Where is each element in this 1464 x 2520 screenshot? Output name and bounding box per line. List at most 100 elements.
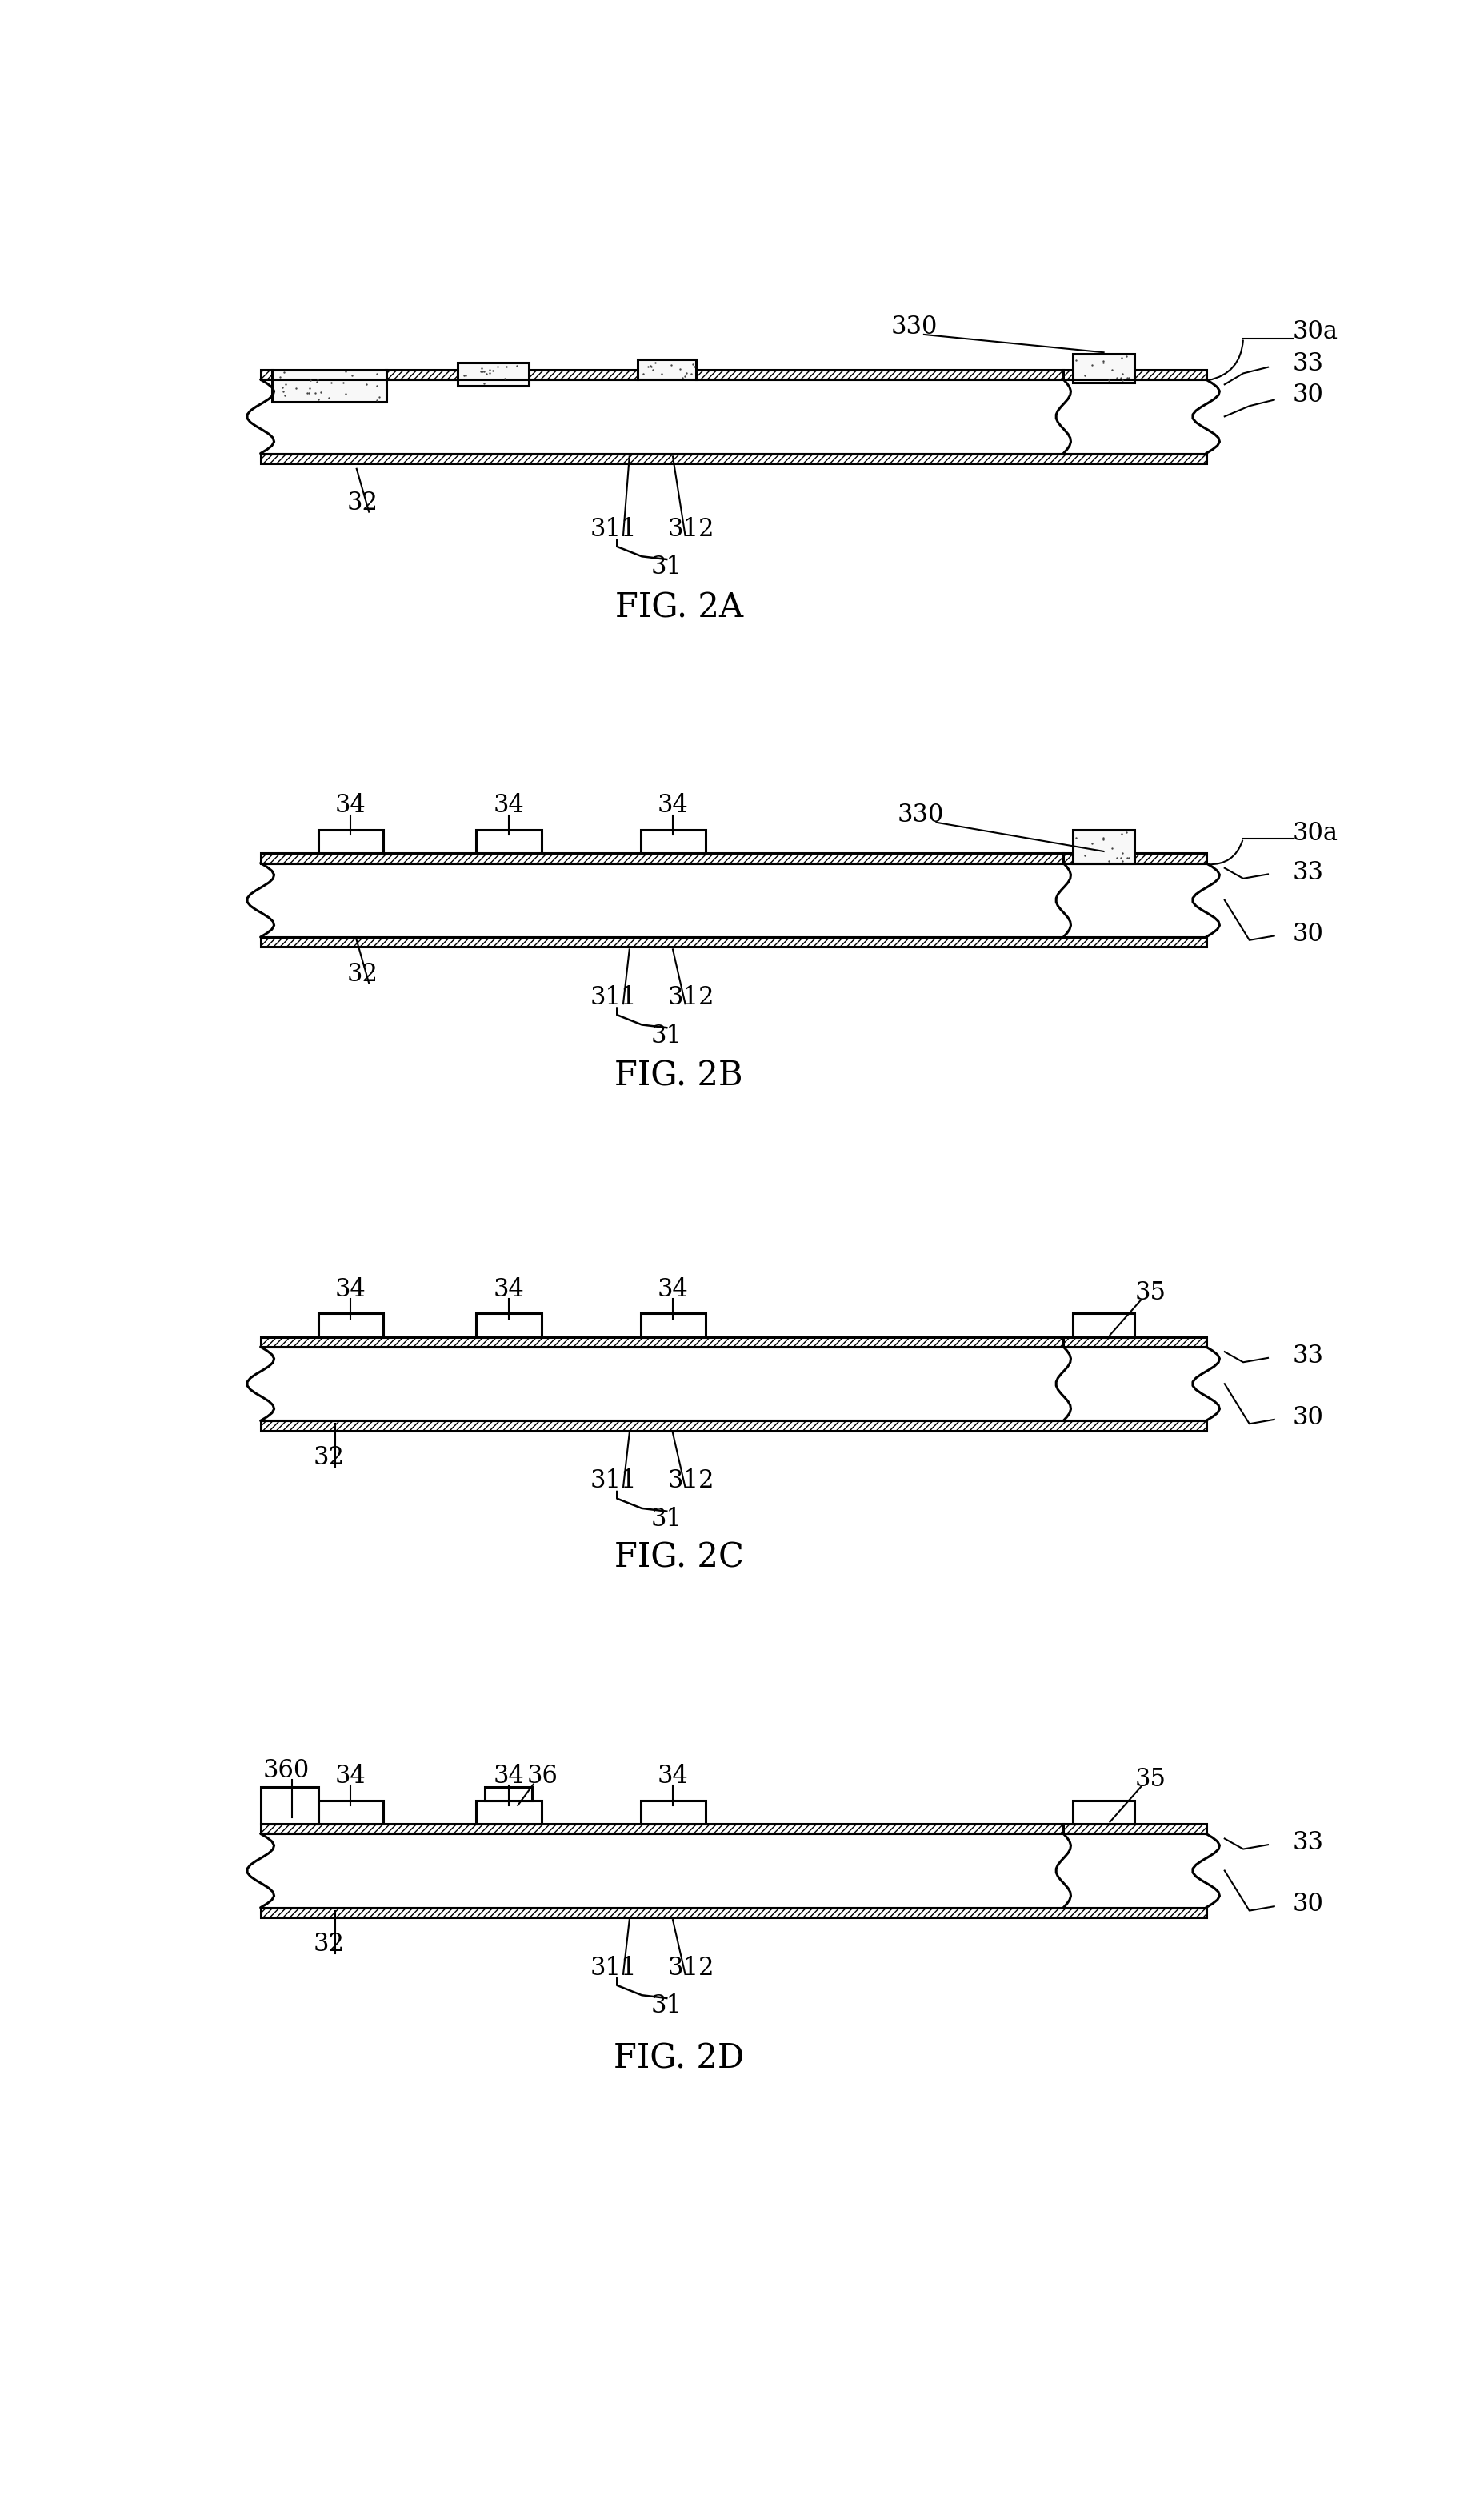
Text: 312: 312	[668, 517, 714, 542]
Text: 34: 34	[335, 1278, 366, 1303]
Bar	[1073, 353, 1135, 383]
Text: 34: 34	[493, 1278, 524, 1303]
Point	[306, 360, 329, 401]
Bar	[1063, 1824, 1206, 1835]
Bar	[385, 370, 458, 381]
Point	[1110, 814, 1133, 854]
Point	[365, 365, 388, 406]
Point	[681, 345, 704, 386]
Point	[468, 350, 492, 391]
Text: 312: 312	[668, 1469, 714, 1494]
Text: 34: 34	[335, 794, 366, 819]
Text: 34: 34	[657, 794, 688, 819]
Point	[296, 373, 319, 413]
Point	[334, 373, 357, 413]
Text: 30: 30	[1293, 383, 1323, 408]
Point	[268, 358, 291, 398]
Point	[1064, 816, 1088, 857]
Text: 35: 35	[1135, 1767, 1165, 1792]
Point	[671, 358, 694, 398]
Bar	[476, 1799, 542, 1824]
Point	[334, 350, 357, 391]
Point	[1111, 842, 1135, 882]
Point	[479, 353, 502, 393]
Point	[303, 373, 326, 413]
Bar	[641, 829, 706, 854]
Bar	[641, 1313, 706, 1338]
Point	[1111, 353, 1135, 393]
Point	[297, 373, 321, 413]
Bar	[1073, 1799, 1135, 1824]
Text: 31: 31	[651, 554, 682, 580]
Text: 30: 30	[1293, 1893, 1323, 1918]
Bar	[476, 829, 542, 854]
Text: 360: 360	[262, 1759, 309, 1782]
Point	[505, 345, 529, 386]
Point	[1091, 819, 1114, 859]
Text: 33: 33	[1293, 859, 1323, 885]
Point	[641, 350, 665, 391]
Text: 34: 34	[657, 1764, 688, 1789]
Bar	[261, 370, 272, 381]
Point	[454, 355, 477, 396]
Point	[452, 355, 476, 396]
Bar	[1063, 1338, 1206, 1346]
Text: 32: 32	[313, 1446, 344, 1469]
Point	[299, 360, 322, 401]
Point	[470, 348, 493, 388]
Point	[486, 345, 509, 386]
Text: 32: 32	[347, 963, 378, 985]
Point	[272, 375, 296, 416]
Bar	[476, 1313, 542, 1338]
Point	[309, 373, 332, 413]
Bar	[261, 854, 1063, 864]
Point	[682, 345, 706, 386]
Point	[473, 363, 496, 403]
Point	[1110, 338, 1133, 378]
Point	[1097, 842, 1120, 882]
Point	[632, 353, 656, 393]
Point	[365, 381, 388, 421]
Text: 35: 35	[1135, 1280, 1165, 1305]
Text: 32: 32	[347, 491, 378, 514]
Text: 312: 312	[668, 1956, 714, 1981]
Point	[1114, 811, 1138, 852]
Bar	[695, 370, 1063, 381]
Point	[1073, 355, 1097, 396]
Point	[316, 378, 340, 418]
Point	[354, 365, 378, 406]
Bar	[1073, 829, 1135, 864]
Point	[1105, 358, 1129, 398]
Text: 31: 31	[651, 1507, 682, 1532]
Text: 34: 34	[493, 794, 524, 819]
Point	[474, 353, 498, 393]
Point	[271, 368, 294, 408]
Point	[1116, 837, 1139, 877]
Text: 311: 311	[590, 517, 637, 542]
Text: 312: 312	[668, 985, 714, 1011]
Bar	[1063, 370, 1206, 381]
Text: 30: 30	[1293, 1406, 1323, 1431]
Point	[1117, 358, 1140, 398]
Point	[1073, 834, 1097, 874]
Point	[640, 345, 663, 386]
Point	[1111, 834, 1135, 874]
Text: 31: 31	[651, 1993, 682, 2019]
Text: 36: 36	[527, 1764, 558, 1789]
Text: 34: 34	[493, 1764, 524, 1789]
Point	[274, 363, 297, 403]
Bar	[261, 454, 1206, 464]
Text: 33: 33	[1293, 1343, 1323, 1368]
Point	[284, 368, 307, 408]
Point	[1080, 345, 1104, 386]
Point	[650, 353, 673, 393]
Text: 330: 330	[897, 804, 944, 827]
Point	[1101, 829, 1124, 869]
Point	[1105, 837, 1129, 877]
Bar	[529, 370, 637, 381]
Text: 31: 31	[651, 1023, 682, 1048]
Point	[473, 350, 496, 391]
Bar	[261, 1338, 1063, 1346]
Text: 311: 311	[590, 985, 637, 1011]
Bar	[272, 370, 386, 401]
